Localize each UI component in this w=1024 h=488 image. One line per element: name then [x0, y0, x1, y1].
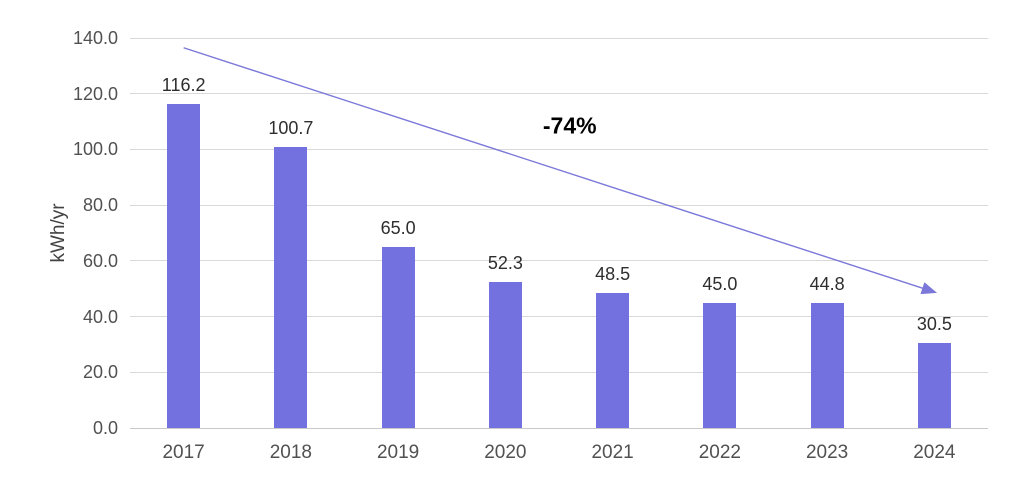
- x-tick-label: 2018: [269, 442, 313, 463]
- y-tick-label: 60.0: [82, 250, 118, 271]
- bar: [596, 292, 630, 428]
- y-tick-label: 40.0: [82, 306, 118, 327]
- bar: [810, 303, 844, 428]
- gridline: [130, 93, 988, 95]
- x-tick-label: 2017: [162, 442, 205, 463]
- bar-value-label: 100.7: [268, 118, 314, 139]
- gridline: [130, 204, 988, 206]
- bar: [167, 104, 201, 428]
- bar: [703, 302, 737, 428]
- y-tick-label: 120.0: [72, 83, 118, 104]
- y-tick-label: 0.0: [92, 418, 118, 438]
- y-tick-label: 100.0: [72, 139, 118, 160]
- bar-value-label: 45.0: [702, 273, 738, 294]
- x-tick-label: 2024: [913, 442, 956, 463]
- y-tick-label: 80.0: [82, 195, 118, 216]
- gridline: [130, 371, 988, 373]
- bar-value-label: 48.5: [595, 263, 631, 284]
- x-tick-label: 2021: [591, 442, 634, 463]
- x-tick-label: 2022: [698, 442, 742, 463]
- x-tick-label: 2020: [484, 442, 527, 463]
- bar-value-label: 116.2: [161, 75, 206, 96]
- bar: [381, 246, 415, 428]
- x-tick-label: 2019: [376, 442, 420, 463]
- gridline: [130, 316, 988, 318]
- gridline: [130, 260, 988, 262]
- y-tick-label: 140.0: [72, 28, 118, 48]
- gridline: [130, 148, 988, 150]
- gridline: [130, 37, 988, 39]
- x-tick-label: 2023: [805, 442, 849, 463]
- bar: [274, 147, 308, 428]
- bar-value-label: 65.0: [380, 217, 416, 238]
- trend-annotation-label: -74%: [542, 112, 597, 139]
- bar: [917, 343, 951, 428]
- bar: [488, 282, 522, 428]
- gridline: [130, 427, 988, 429]
- bar-value-label: 52.3: [487, 253, 523, 274]
- bar-value-label: 30.5: [916, 314, 952, 335]
- y-tick-label: 20.0: [82, 362, 118, 383]
- bar-value-label: 44.8: [809, 274, 845, 295]
